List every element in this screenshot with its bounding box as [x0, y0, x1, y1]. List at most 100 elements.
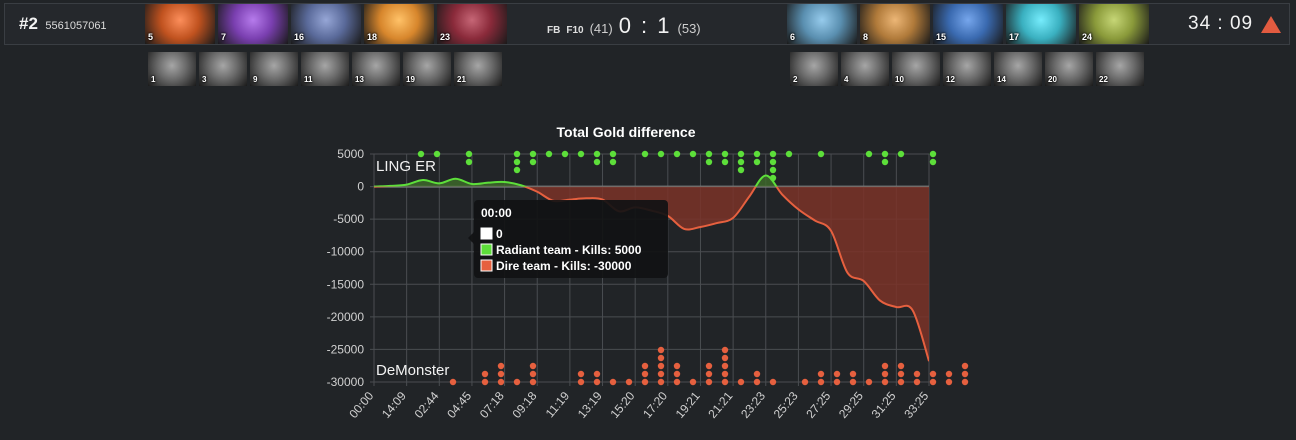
radiant-kill-marker[interactable]: [929, 150, 937, 158]
dire-kill-marker[interactable]: [497, 370, 505, 378]
radiant-kill-marker[interactable]: [561, 150, 569, 158]
dire-pick-hero-portrait[interactable]: 14: [994, 52, 1042, 86]
radiant-kill-marker[interactable]: [737, 158, 745, 166]
dire-kill-marker[interactable]: [769, 378, 777, 386]
radiant-kill-marker[interactable]: [545, 150, 553, 158]
dire-kill-marker[interactable]: [913, 370, 921, 378]
radiant-kill-marker[interactable]: [737, 150, 745, 158]
dire-kill-marker[interactable]: [657, 362, 665, 370]
radiant-kill-marker[interactable]: [769, 166, 777, 174]
dire-kill-marker[interactable]: [833, 370, 841, 378]
dire-kill-marker[interactable]: [721, 370, 729, 378]
radiant-kill-marker[interactable]: [769, 174, 777, 182]
dire-kill-marker[interactable]: [625, 378, 633, 386]
dire-kill-marker[interactable]: [753, 370, 761, 378]
radiant-pick-hero-portrait[interactable]: 19: [403, 52, 451, 86]
dire-kill-marker[interactable]: [641, 378, 649, 386]
radiant-kill-marker[interactable]: [593, 158, 601, 166]
dire-kill-marker[interactable]: [609, 378, 617, 386]
dire-kill-marker[interactable]: [673, 370, 681, 378]
radiant-kill-marker[interactable]: [897, 150, 905, 158]
radiant-kill-marker[interactable]: [609, 150, 617, 158]
dire-hero-portrait[interactable]: 6: [787, 4, 857, 44]
radiant-kill-marker[interactable]: [417, 150, 425, 158]
radiant-hero-portrait[interactable]: 7: [218, 4, 288, 44]
radiant-kill-marker[interactable]: [881, 150, 889, 158]
dire-kill-marker[interactable]: [881, 362, 889, 370]
dire-kill-marker[interactable]: [657, 354, 665, 362]
dire-kill-marker[interactable]: [961, 370, 969, 378]
dire-kill-marker[interactable]: [705, 362, 713, 370]
dire-kill-marker[interactable]: [577, 378, 585, 386]
radiant-kill-marker[interactable]: [721, 150, 729, 158]
radiant-kill-marker[interactable]: [881, 158, 889, 166]
dire-kill-marker[interactable]: [897, 362, 905, 370]
radiant-kill-marker[interactable]: [433, 150, 441, 158]
radiant-kill-marker[interactable]: [465, 150, 473, 158]
radiant-kill-marker[interactable]: [705, 158, 713, 166]
radiant-kill-marker[interactable]: [513, 166, 521, 174]
dire-kill-marker[interactable]: [801, 378, 809, 386]
dire-hero-portrait[interactable]: 8: [860, 4, 930, 44]
radiant-kill-marker[interactable]: [769, 158, 777, 166]
radiant-kill-marker[interactable]: [673, 150, 681, 158]
dire-kill-marker[interactable]: [881, 370, 889, 378]
dire-pick-hero-portrait[interactable]: 4: [841, 52, 889, 86]
dire-kill-marker[interactable]: [913, 378, 921, 386]
dire-kill-marker[interactable]: [481, 378, 489, 386]
radiant-hero-portrait[interactable]: 5: [145, 4, 215, 44]
dire-kill-marker[interactable]: [529, 370, 537, 378]
radiant-pick-hero-portrait[interactable]: 13: [352, 52, 400, 86]
radiant-kill-marker[interactable]: [609, 158, 617, 166]
radiant-hero-portrait[interactable]: 18: [364, 4, 434, 44]
dire-kill-marker[interactable]: [673, 378, 681, 386]
radiant-kill-marker[interactable]: [529, 158, 537, 166]
dire-kill-marker[interactable]: [721, 354, 729, 362]
dire-kill-marker[interactable]: [817, 370, 825, 378]
radiant-kill-marker[interactable]: [689, 150, 697, 158]
radiant-pick-hero-portrait[interactable]: 9: [250, 52, 298, 86]
dire-kill-marker[interactable]: [513, 378, 521, 386]
radiant-kill-marker[interactable]: [529, 150, 537, 158]
radiant-kill-marker[interactable]: [593, 150, 601, 158]
dire-pick-hero-portrait[interactable]: 10: [892, 52, 940, 86]
dire-hero-portrait[interactable]: 15: [933, 4, 1003, 44]
dire-pick-hero-portrait[interactable]: 20: [1045, 52, 1093, 86]
radiant-kill-marker[interactable]: [721, 158, 729, 166]
radiant-kill-marker[interactable]: [769, 150, 777, 158]
dire-kill-marker[interactable]: [881, 378, 889, 386]
dire-kill-marker[interactable]: [849, 370, 857, 378]
dire-kill-marker[interactable]: [721, 378, 729, 386]
dire-kill-marker[interactable]: [721, 362, 729, 370]
dire-kill-marker[interactable]: [945, 378, 953, 386]
radiant-pick-hero-portrait[interactable]: 3: [199, 52, 247, 86]
dire-kill-marker[interactable]: [593, 370, 601, 378]
dire-kill-marker[interactable]: [705, 378, 713, 386]
dire-pick-hero-portrait[interactable]: 2: [790, 52, 838, 86]
dire-kill-marker[interactable]: [497, 378, 505, 386]
radiant-kill-marker[interactable]: [641, 150, 649, 158]
dire-kill-marker[interactable]: [865, 378, 873, 386]
dire-kill-marker[interactable]: [737, 378, 745, 386]
radiant-kill-marker[interactable]: [785, 150, 793, 158]
dire-kill-marker[interactable]: [529, 378, 537, 386]
dire-kill-marker[interactable]: [721, 346, 729, 354]
dire-kill-marker[interactable]: [673, 362, 681, 370]
radiant-kill-marker[interactable]: [753, 150, 761, 158]
dire-kill-marker[interactable]: [897, 370, 905, 378]
dire-kill-marker[interactable]: [929, 378, 937, 386]
dire-kill-marker[interactable]: [705, 370, 713, 378]
radiant-kill-marker[interactable]: [817, 150, 825, 158]
radiant-pick-hero-portrait[interactable]: 11: [301, 52, 349, 86]
dire-kill-marker[interactable]: [929, 370, 937, 378]
dire-hero-portrait[interactable]: 17: [1006, 4, 1076, 44]
dire-kill-marker[interactable]: [945, 370, 953, 378]
radiant-hero-portrait[interactable]: 16: [291, 4, 361, 44]
dire-kill-marker[interactable]: [753, 378, 761, 386]
dire-pick-hero-portrait[interactable]: 22: [1096, 52, 1144, 86]
dire-kill-marker[interactable]: [481, 370, 489, 378]
dire-kill-marker[interactable]: [961, 362, 969, 370]
radiant-kill-marker[interactable]: [657, 150, 665, 158]
radiant-kill-marker[interactable]: [465, 158, 473, 166]
dire-kill-marker[interactable]: [961, 378, 969, 386]
